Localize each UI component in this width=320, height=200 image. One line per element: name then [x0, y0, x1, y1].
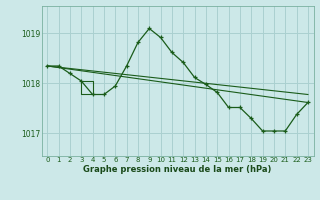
X-axis label: Graphe pression niveau de la mer (hPa): Graphe pression niveau de la mer (hPa) [84, 165, 272, 174]
